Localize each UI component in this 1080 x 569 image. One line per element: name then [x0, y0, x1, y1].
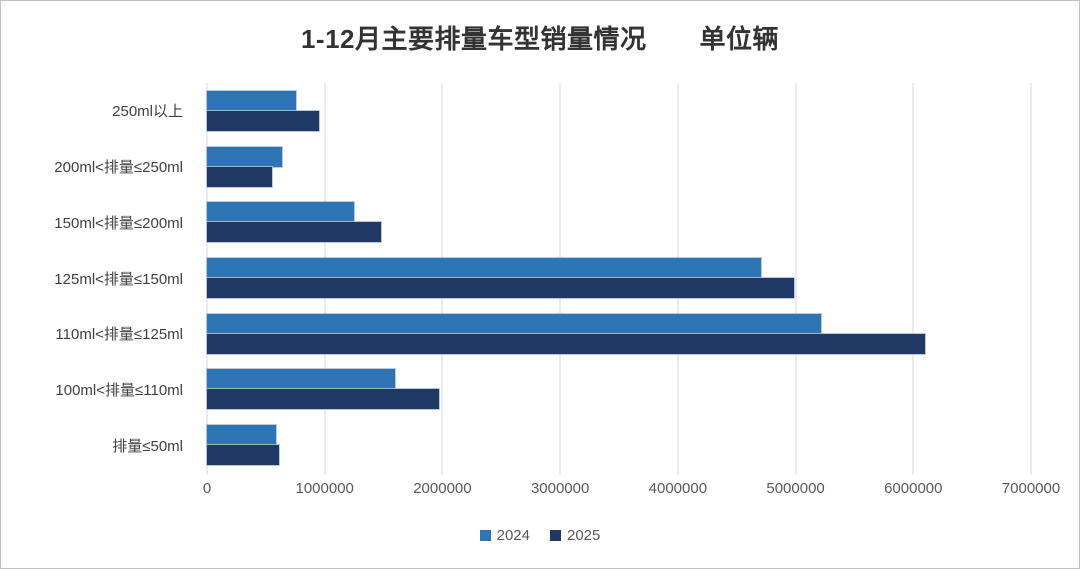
category-label: 110ml<排量≤125ml [55, 326, 183, 344]
x-tick-label: 6000000 [884, 480, 943, 497]
legend-swatch [479, 530, 491, 541]
bar-group [207, 306, 1031, 362]
bar-2025 [207, 389, 439, 410]
chart-title: 1-12月主要排量车型销量情况 单位辆 [300, 24, 780, 54]
bar-group [207, 417, 1031, 473]
bar-group [207, 250, 1031, 306]
bar-2025 [207, 110, 319, 131]
legend-item: 2025 [550, 527, 600, 544]
bar-2025 [207, 445, 279, 466]
bar-group [207, 194, 1031, 250]
bar-2024 [207, 202, 355, 223]
category-label: 排量≤50ml [112, 437, 183, 455]
legend-item: 2024 [479, 527, 530, 544]
legend-label: 2025 [567, 527, 601, 544]
bar-2024 [207, 313, 822, 334]
legend: 2024 2025 [1, 527, 1079, 544]
category-label: 150ml<排量≤200ml [54, 214, 183, 232]
gridline [795, 83, 797, 475]
category-label: 200ml<排量≤250ml [54, 159, 183, 177]
x-tick-label: 0 [202, 480, 212, 497]
bar-2025 [207, 166, 272, 187]
plot-area [206, 83, 1032, 475]
gridline [912, 83, 914, 475]
x-tick-label: 4000000 [648, 480, 708, 497]
bar-2024 [207, 146, 283, 167]
bar-2025 [207, 333, 926, 354]
category-label: 100ml<排量≤110ml [55, 381, 183, 399]
x-tick-label: 3000000 [530, 480, 590, 497]
bar-2024 [207, 258, 762, 279]
category-label: 250ml以上 [112, 103, 183, 121]
bar-group [207, 139, 1031, 195]
bar-2025 [207, 222, 382, 243]
gridline [1030, 83, 1032, 475]
bar-group [207, 362, 1031, 418]
bar-2024 [207, 369, 396, 390]
bar-2024 [207, 90, 297, 111]
bar-2024 [207, 425, 277, 446]
legend-label: 2024 [496, 527, 530, 544]
x-tick-label: 2000000 [413, 480, 472, 497]
bar-2025 [207, 278, 795, 299]
x-tick-label: 5000000 [766, 480, 825, 497]
x-axis: 0 1000000 2000000 3000000 4000000 5000000 6000… [203, 480, 1060, 500]
bar-group [207, 83, 1031, 139]
x-tick-label: 1000000 [295, 480, 354, 497]
legend-swatch [550, 530, 561, 541]
y-axis-labels: 250ml以上 200ml<排量≤250ml 150ml<排量≤200ml 125ml… [1, 83, 195, 473]
x-tick-label: 7000000 [1001, 480, 1061, 497]
category-label: 125ml<排量≤150ml [54, 270, 183, 288]
